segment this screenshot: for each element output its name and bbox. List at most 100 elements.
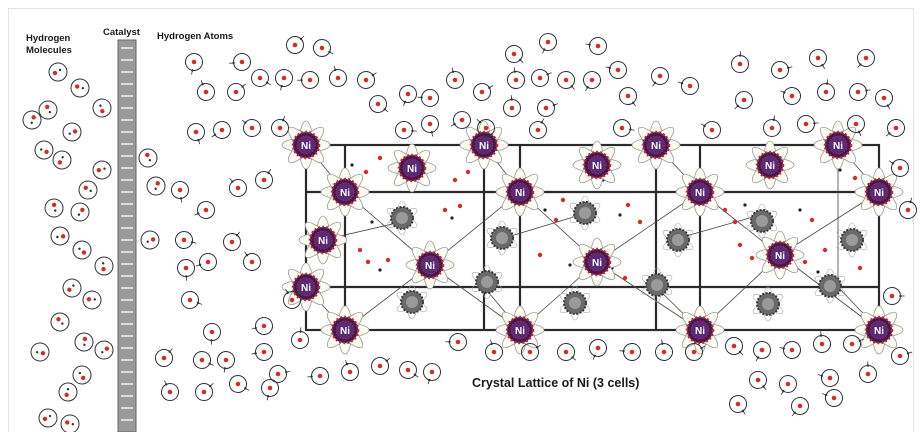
hydrogen-atom bbox=[725, 337, 744, 356]
nickel-symbol: Ni bbox=[407, 164, 417, 175]
hydrogen-atom bbox=[748, 370, 769, 391]
nickel-atom: Ni bbox=[280, 119, 332, 171]
dissolved-hydrogen-dot bbox=[385, 257, 391, 263]
hydrogen-atom bbox=[158, 380, 182, 404]
nickel-symbol: Ni bbox=[874, 326, 884, 337]
hydrogen-atom bbox=[855, 48, 876, 69]
hydrogen-atom bbox=[249, 67, 272, 90]
hydrogen-atom bbox=[171, 227, 197, 253]
hydrogen-molecule bbox=[72, 365, 92, 385]
hydrogen-atom bbox=[416, 85, 443, 111]
dissolved-hydrogen-dot bbox=[560, 197, 566, 203]
hydrogen-atom bbox=[609, 115, 636, 141]
hydrogen-atom bbox=[526, 118, 550, 142]
hydrogen-atom bbox=[391, 117, 418, 143]
hydrogen-atom bbox=[767, 57, 793, 83]
dissolved-hydrogen-dot bbox=[737, 242, 743, 248]
interstitial-atom bbox=[749, 286, 787, 322]
hydrogen-atom bbox=[605, 57, 631, 83]
interstitial-atom bbox=[393, 284, 431, 320]
hydrogen-molecule bbox=[90, 96, 114, 120]
nickel-atom: Ni bbox=[319, 166, 371, 218]
dissolved-hydrogen-dot bbox=[625, 202, 631, 208]
hydrogen-atom bbox=[618, 339, 645, 365]
hydrogen-atom bbox=[325, 65, 351, 90]
hydrogen-atom bbox=[813, 78, 839, 105]
nickel-symbol: Ni bbox=[318, 236, 328, 247]
dissolved-hydrogen-dot bbox=[452, 177, 458, 183]
nickel-symbol: Ni bbox=[775, 251, 785, 262]
dissolved-hydrogen-dot bbox=[838, 168, 842, 172]
interstitial-atom bbox=[483, 220, 521, 256]
hydrogen-atom bbox=[793, 111, 820, 137]
nickel-symbol: Ni bbox=[592, 258, 602, 269]
dissolved-hydrogen-dot bbox=[543, 208, 547, 212]
nickel-atoms: Ni Ni Ni Ni Ni Ni Ni Ni Ni Ni Ni Ni Ni Ni Ni Ni Ni Ni Ni Ni bbox=[280, 119, 905, 356]
hydrogen-atom bbox=[442, 67, 468, 93]
hydrogen-atom bbox=[181, 49, 207, 75]
nickel-atom: Ni bbox=[674, 304, 726, 356]
hydrogen-atom bbox=[210, 119, 233, 141]
hydrogen-atom bbox=[310, 36, 334, 60]
hydrogen-atom bbox=[194, 382, 214, 402]
hydrogen-atom bbox=[213, 347, 239, 374]
hydrogen-atom bbox=[649, 65, 671, 87]
hydrogen-atom bbox=[817, 365, 843, 391]
hydrogen-atom bbox=[821, 385, 846, 410]
interstitial-atom bbox=[383, 200, 421, 236]
dissolved-hydrogen-dot bbox=[370, 220, 374, 224]
dissolved-hydrogen-dot bbox=[465, 169, 471, 175]
hydrogen-atom bbox=[296, 67, 323, 93]
hydrogen-molecule bbox=[47, 223, 73, 249]
hydrogen-atom bbox=[845, 79, 872, 105]
hydrogen-molecule bbox=[60, 276, 84, 300]
dissolved-hydrogen-dot bbox=[618, 213, 622, 217]
interstitial-atom bbox=[566, 195, 604, 231]
hydrogen-atom bbox=[759, 115, 785, 141]
hydrogen-particles bbox=[18, 30, 920, 432]
hydrogen-atom bbox=[536, 30, 560, 54]
hydrogen-molecule bbox=[67, 199, 93, 225]
hydrogen-atom bbox=[395, 82, 420, 107]
nickel-atom: Ni bbox=[853, 304, 905, 356]
hydrogen-molecule bbox=[37, 99, 59, 121]
nickel-atom: Ni bbox=[571, 139, 623, 191]
dissolved-hydrogen-dot bbox=[637, 219, 643, 225]
hydrogen-atom bbox=[183, 120, 209, 145]
hydrogen-atom bbox=[556, 342, 577, 363]
dissolved-hydrogen-dot bbox=[822, 247, 828, 253]
hydrogen-atom bbox=[241, 251, 263, 273]
nickel-symbol: Ni bbox=[515, 326, 525, 337]
hydrogen-atom bbox=[885, 118, 906, 139]
hydrogen-molecule bbox=[61, 121, 83, 143]
dissolved-hydrogen-dot bbox=[378, 268, 382, 272]
hydrogen-atom bbox=[199, 319, 225, 346]
hydrogen-atom bbox=[271, 65, 297, 91]
hydrogen-molecule bbox=[48, 62, 68, 82]
hydrogen-atom bbox=[178, 287, 203, 313]
hydrogen-atom bbox=[265, 361, 291, 387]
hydrogen-atom bbox=[499, 94, 525, 121]
catalyst-label: Catalyst bbox=[103, 27, 140, 38]
hydrogen-atom bbox=[585, 336, 610, 361]
hydrogen-atom bbox=[807, 47, 830, 70]
hydrogen-atom bbox=[306, 363, 333, 389]
nickel-atom: Ni bbox=[744, 139, 796, 191]
dissolved-hydrogen-dot bbox=[553, 217, 559, 223]
nickel-atom: Ni bbox=[853, 166, 905, 218]
hydrogen-atom bbox=[227, 372, 250, 396]
hydrogen-molecules-label: Hydrogen Molecules bbox=[26, 33, 72, 57]
hydrogen-atom bbox=[227, 177, 248, 198]
hydrogen-atom bbox=[257, 375, 283, 401]
nickel-atom: Ni bbox=[404, 239, 456, 291]
hydrogen-atom bbox=[584, 33, 611, 59]
hydrogen-atom bbox=[167, 177, 193, 204]
dissolved-hydrogen-dot bbox=[365, 259, 371, 265]
interstitial-atom bbox=[468, 264, 506, 300]
hydrogen-atom bbox=[173, 255, 199, 282]
hydrogen-atom bbox=[221, 231, 243, 253]
hydrogen-atom bbox=[872, 86, 896, 110]
hydrogen-atom bbox=[727, 393, 749, 415]
hydrogen-atom bbox=[528, 66, 553, 90]
